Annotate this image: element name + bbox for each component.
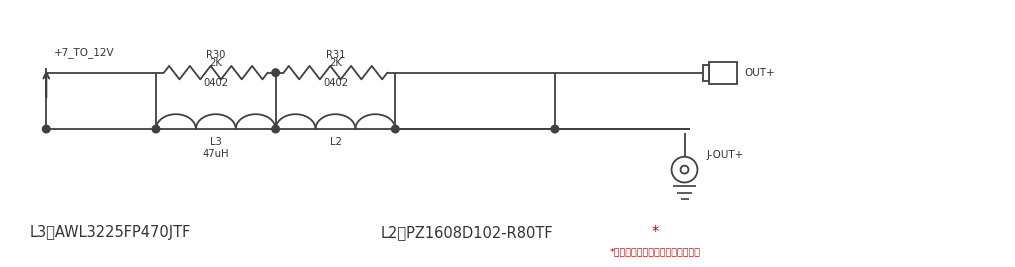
Circle shape [152,125,159,133]
Text: R30: R30 [206,50,225,60]
Text: 2K: 2K [329,58,342,68]
Circle shape [272,69,279,76]
Circle shape [43,125,50,133]
FancyBboxPatch shape [709,62,737,84]
Circle shape [392,125,399,133]
Text: 0402: 0402 [203,78,228,88]
Text: L3: L3 [210,137,221,147]
Text: OUT+: OUT+ [744,68,775,78]
Text: L2: L2 [330,137,341,147]
Text: +7_TO_12V: +7_TO_12V [54,48,115,58]
Text: L2：PZ1608D102-R80TF: L2：PZ1608D102-R80TF [381,225,553,241]
Text: 47uH: 47uH [203,149,229,159]
Text: *二級濾波中的磁珠是非汽車電子品: *二級濾波中的磁珠是非汽車電子品 [610,247,700,256]
Text: J-OUT+: J-OUT+ [706,150,744,160]
Circle shape [272,125,279,133]
Text: R31: R31 [326,50,345,60]
Text: 2K: 2K [209,58,222,68]
Text: 0402: 0402 [323,78,348,88]
Text: L3：AWL3225FP470JTF: L3：AWL3225FP470JTF [29,225,191,241]
FancyBboxPatch shape [703,65,709,81]
Circle shape [551,125,558,133]
Text: *: * [652,225,659,241]
